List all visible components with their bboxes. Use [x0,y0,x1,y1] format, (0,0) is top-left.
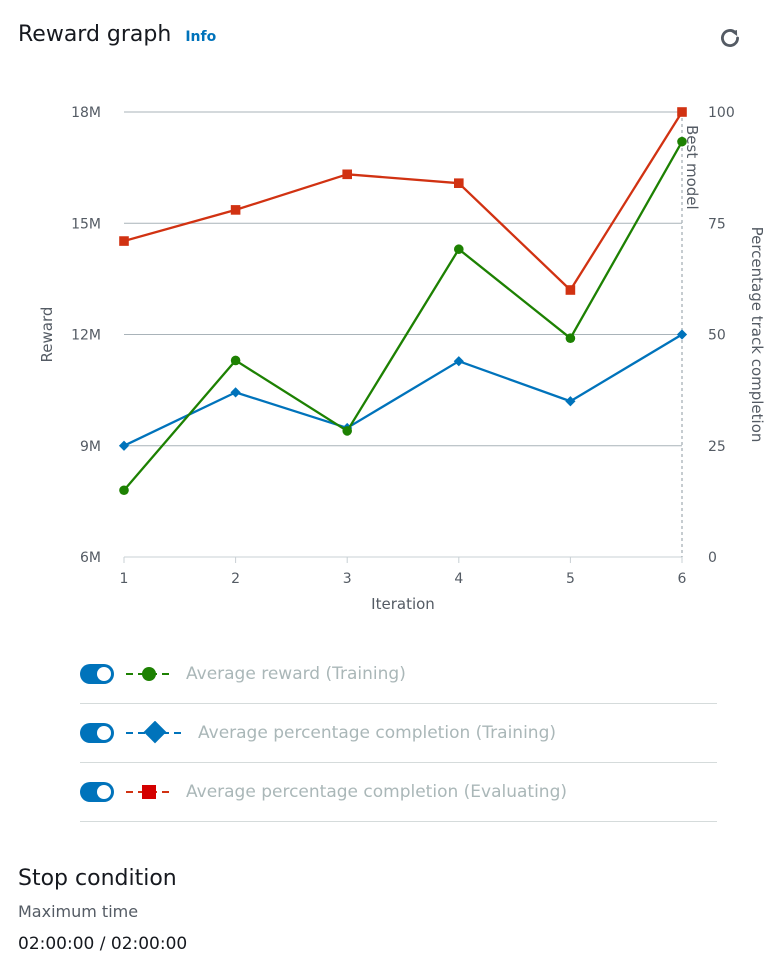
header: Reward graph Info [18,22,216,47]
toggle-avg-completion-training[interactable] [80,723,114,743]
legend-square-icon [126,785,172,799]
data-point [677,136,687,147]
data-point [119,236,129,246]
legend-label: Average percentage completion (Training) [198,723,556,743]
y2-tick-label: 100 [708,105,735,121]
series [118,107,688,496]
series-line [123,333,683,447]
data-point [454,244,464,255]
legend-row-average-reward-training: Average reward (Training) [80,645,717,704]
data-point [119,485,129,496]
x-tick-label: 5 [566,571,575,587]
data-point [342,169,352,180]
data-point [453,356,464,367]
legend-label: Average reward (Training) [186,664,406,684]
reward-chart: 6M 0 9M 25 12M 50 15M 75 18M 100 1 2 3 4 5 6 Best model… [38,105,766,613]
y-tick-label: 6M [80,550,101,566]
data-point [676,329,688,340]
y-tick-label: 18M [71,105,101,121]
x-tick-label: 4 [454,571,463,587]
legend: Average reward (Training) Average percen… [80,645,717,822]
y2-tick-label: 0 [708,550,717,566]
y2-tick-label: 50 [708,328,726,344]
x-tick-label: 1 [120,571,129,587]
stop-condition-title: Stop condition [18,866,177,891]
page-title: Reward graph [18,22,172,47]
y-tick-label: 15M [71,216,101,232]
data-point [565,396,576,407]
x-tick-label: 6 [678,571,687,587]
y2-tick-label: 75 [708,216,726,232]
x-tick-label: 2 [231,571,240,587]
data-point [230,205,241,215]
data-point [454,178,464,188]
legend-diamond-icon [126,721,184,744]
data-point [677,107,687,117]
data-point [118,440,130,451]
stop-condition-value: 02:00:00 / 02:00:00 [18,934,188,954]
legend-row-avg-completion-evaluating: Average percentage completion (Evaluatin… [80,763,717,822]
y2-axis-title: Percentage track completion [748,227,766,443]
refresh-button[interactable] [716,24,744,52]
refresh-icon [721,29,739,47]
y-tick-label: 9M [80,439,101,455]
legend-circle-icon [126,667,172,681]
y2-tick-label: 25 [708,439,726,455]
toggle-avg-completion-evaluating[interactable] [80,782,114,802]
axis-ticks: 6M 0 9M 25 12M 50 15M 75 18M 100 1 2 3 4 5 6 [71,105,735,587]
toggle-average-reward-training[interactable] [80,664,114,684]
data-point [565,333,576,344]
data-point [565,285,576,295]
data-point [230,355,241,366]
best-model-label: Best model [683,125,701,210]
data-point [230,387,241,398]
legend-row-avg-completion-training: Average percentage completion (Training) [80,704,717,763]
y-axis-title: Reward [38,307,56,363]
data-point [342,426,353,436]
x-axis-title: Iteration [371,595,435,613]
x-tick-label: 3 [343,571,352,587]
legend-label: Average percentage completion (Evaluatin… [186,782,567,802]
y-tick-label: 12M [71,328,101,344]
info-link[interactable]: Info [185,29,217,45]
series-line [123,141,684,491]
stop-condition-subtitle: Maximum time [18,902,139,921]
series-line [123,111,683,292]
